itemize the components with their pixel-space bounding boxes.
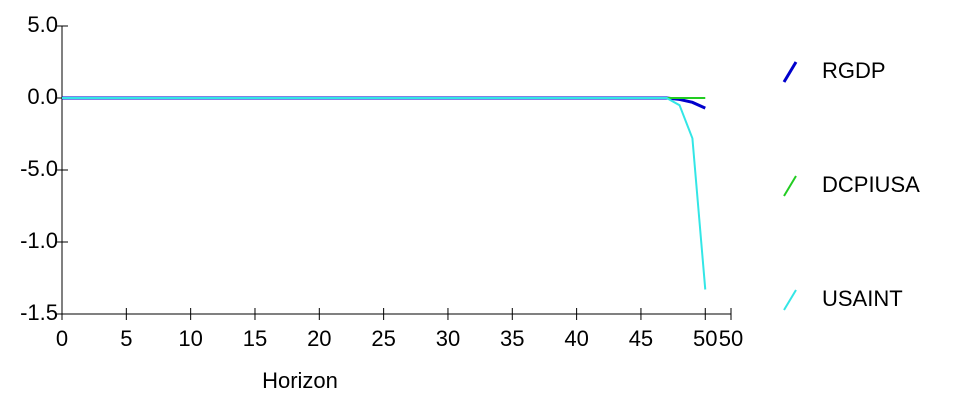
x-tick-label: 0 — [56, 326, 68, 351]
x-tick-label: 15 — [243, 326, 267, 351]
legend-label: RGDP — [822, 58, 886, 83]
legend-swatch — [783, 175, 797, 197]
x-tick-label: 50 — [693, 326, 717, 351]
legend-label: DCPIUSA — [822, 172, 920, 197]
x-tick-label: 10 — [178, 326, 202, 351]
x-tick-label: 50 — [719, 326, 743, 351]
x-tick-label: 25 — [371, 326, 395, 351]
x-tick-label: 20 — [307, 326, 331, 351]
x-tick-label: 40 — [564, 326, 588, 351]
legend-swatch — [783, 289, 797, 311]
legend-label: USAINT — [822, 286, 903, 311]
x-axis-label: Horizon — [262, 368, 338, 393]
x-tick-label: 35 — [500, 326, 524, 351]
series-line — [62, 97, 707, 290]
series-line — [62, 96, 706, 110]
y-tick-label: -5.0 — [20, 156, 58, 181]
x-tick-label: 5 — [120, 326, 132, 351]
y-tick-label: -1.0 — [20, 228, 58, 253]
y-tick-label: 5.0 — [27, 12, 58, 37]
x-tick-label: 45 — [629, 326, 653, 351]
y-tick-label: -1.5 — [20, 300, 58, 325]
x-tick-label: 30 — [436, 326, 460, 351]
y-tick-label: 0.0 — [27, 84, 58, 109]
legend-swatch — [782, 61, 798, 83]
